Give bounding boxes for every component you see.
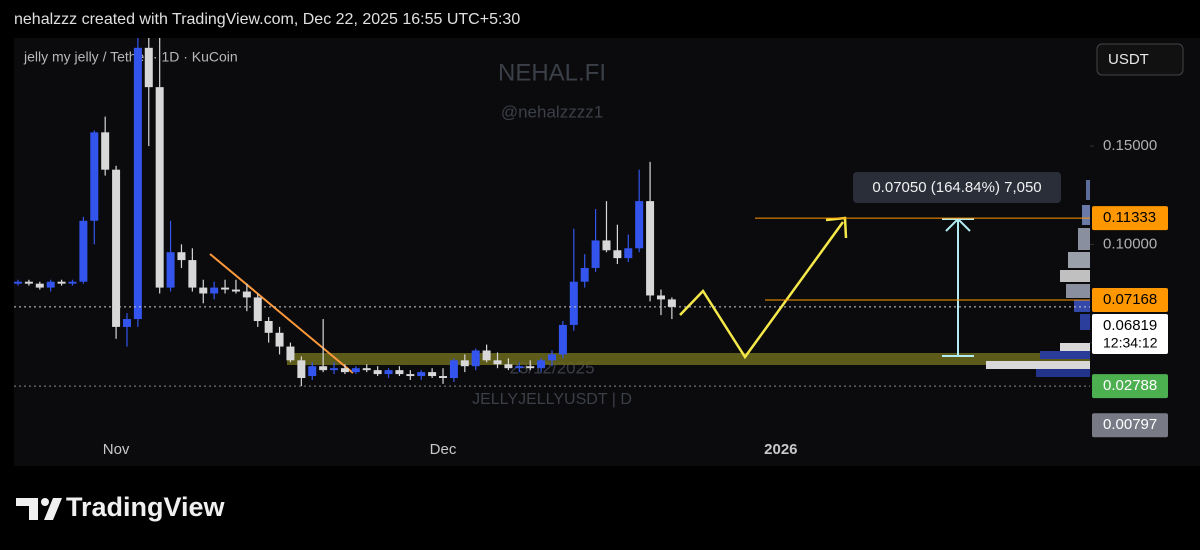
candle-body [166,252,175,288]
candle-body [460,360,469,367]
candle-body [395,370,404,375]
candle-body [275,332,284,347]
y-tick-label: 0.15000 [1103,137,1157,154]
candle-body [471,350,480,367]
candle-body [46,281,55,288]
candle-body [122,319,131,327]
candle-body [417,372,426,377]
candle-body [286,346,295,361]
chart-title: jelly my jelly / Tether · 1D · KuCoin [23,49,238,65]
trend-line [209,253,354,374]
candle-body [199,287,208,294]
candle-body [569,281,578,325]
candle-body [635,201,644,249]
candle-body [24,281,33,284]
candle-body [210,287,219,294]
candle-body [624,248,633,259]
candle-body [439,376,448,379]
candle-body [253,297,262,322]
price-label: 0.00797 [1103,416,1157,433]
candle-body [242,291,251,298]
x-tick-label: Dec [430,441,457,458]
measure-arrow [945,217,971,232]
candle-body [482,350,491,361]
candle-body [297,360,306,379]
candle-body [656,295,665,300]
candle-body [362,368,371,371]
candle-body [144,47,153,88]
candle-body [406,374,415,377]
x-tick-label: 2026 [764,441,797,458]
price-label-box [1092,288,1168,313]
brand-name: TradingView [66,492,226,522]
candle-body [558,324,567,355]
currency-label[interactable]: USDT [1108,51,1149,68]
candle-body [14,281,22,284]
candle-body [319,366,328,371]
candle-body [428,372,437,377]
candle-body [112,169,121,327]
candle-body [602,240,611,251]
candle-body [580,267,589,282]
candle-body [351,368,360,373]
volume-profile [986,180,1090,377]
candle-body [35,283,44,288]
measure-box [853,172,1061,203]
candle-body [177,252,186,261]
price-label: 0.02788 [1103,377,1157,394]
candle-body [515,366,524,369]
watermark: JELLYJELLYUSDT | D [472,391,632,408]
price-label: 0.06819 [1103,317,1157,334]
candle-body [384,370,393,375]
candle-body [493,360,502,365]
candle-body [264,321,273,333]
candle-body [79,220,88,282]
candle-body [231,289,240,292]
candle-body [188,260,197,288]
candle-body [667,299,676,307]
candle-body [373,370,382,375]
watermark: @nehalzzzz1 [501,102,603,121]
support-zone [287,353,1090,365]
candle-body [504,364,513,369]
candle-body [221,287,230,290]
candle-body [90,132,99,221]
measure-label: 0.07050 (164.84%) 7,050 [872,179,1041,196]
price-label-box [1092,206,1168,231]
candle-body [101,132,110,170]
candle-body [155,87,164,288]
price-label: 0.07168 [1103,291,1157,308]
candle-body [133,47,142,320]
candle-body [526,366,535,369]
candle-body [613,250,622,259]
projection-path [679,221,845,360]
candle-body [548,354,556,361]
price-label-box [1092,374,1168,399]
x-tick-label: Nov [103,441,130,458]
candles [14,38,676,387]
candle-body [308,366,317,377]
watermark: NEHAL.FI [498,59,606,86]
candle-body [591,240,600,268]
candle-body [449,360,458,379]
candle-body [68,281,77,284]
currency-button[interactable] [1096,43,1184,76]
candle-body [537,360,546,369]
candle-body [57,281,66,284]
price-label-box [1092,314,1168,355]
y-tick-label: 0.10000 [1103,235,1157,252]
candle-body [330,368,339,371]
price-label: 0.11333 [1103,209,1156,226]
countdown: 12:34:12 [1103,335,1158,351]
header: nehalzzz created with TradingView.com, D… [14,11,520,28]
candle-body [646,201,655,296]
price-label-box [1092,413,1168,438]
candle-body [340,368,349,373]
brand-logo [16,498,62,520]
